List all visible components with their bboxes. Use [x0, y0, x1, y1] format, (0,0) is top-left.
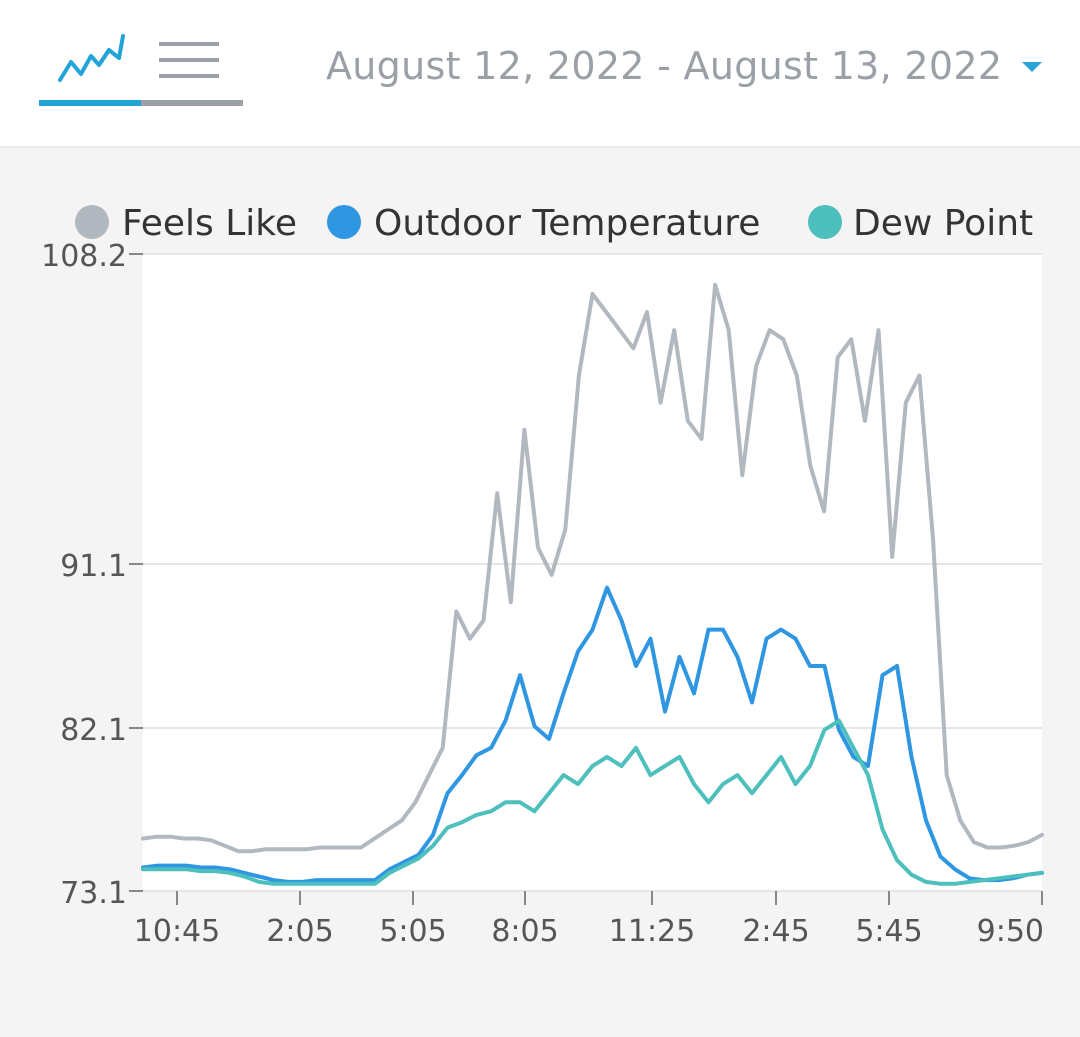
x-tick-label: 11:25	[609, 914, 695, 949]
legend-marker	[75, 205, 109, 239]
x-tick-label: 10:45	[134, 914, 220, 949]
y-tick-label: 73.1	[60, 876, 127, 911]
legend-label: Dew Point	[853, 203, 1033, 244]
y-tick-label: 91.1	[60, 549, 127, 584]
date-range-label[interactable]: August 12, 2022 - August 13, 2022	[326, 44, 1003, 88]
chart-panel: 108.2 91.1 82.1 73.1 10:45 2:05 5:05 8:05 11:25 2…	[0, 148, 1080, 1033]
list-icon	[159, 42, 219, 78]
x-tick-label: 5:05	[379, 914, 446, 949]
series-line	[141, 718, 1044, 886]
x-tick-label: 2:45	[742, 914, 809, 949]
legend-marker	[808, 205, 842, 239]
tab-list-underline	[141, 100, 243, 106]
x-tick-label: 8:05	[491, 914, 558, 949]
legend-marker	[327, 205, 361, 239]
tab-list-view[interactable]	[141, 20, 243, 106]
x-tick-label: 5:45	[855, 914, 922, 949]
legend-label: Outdoor Temperature	[374, 203, 760, 244]
plot-area	[143, 254, 1042, 891]
line-chart: 108.2 91.1 82.1 73.110:45 2:05 5:05 8:05 11:25 2…	[41, 203, 1044, 949]
series-line	[141, 282, 1044, 854]
tab-chart-view[interactable]	[39, 20, 141, 106]
line-chart-icon	[58, 34, 125, 82]
y-tick-label: 82.1	[60, 713, 127, 748]
legend-label: Feels Like	[122, 203, 297, 244]
x-tick-label: 9:50	[977, 914, 1044, 949]
y-tick-label: 108.2	[41, 239, 127, 274]
x-tick-label: 2:05	[266, 914, 333, 949]
top-bar: August 12, 2022 - August 13, 2022	[0, 0, 1080, 148]
caret-down-icon[interactable]	[1022, 62, 1042, 72]
tab-chart-underline	[39, 100, 141, 106]
